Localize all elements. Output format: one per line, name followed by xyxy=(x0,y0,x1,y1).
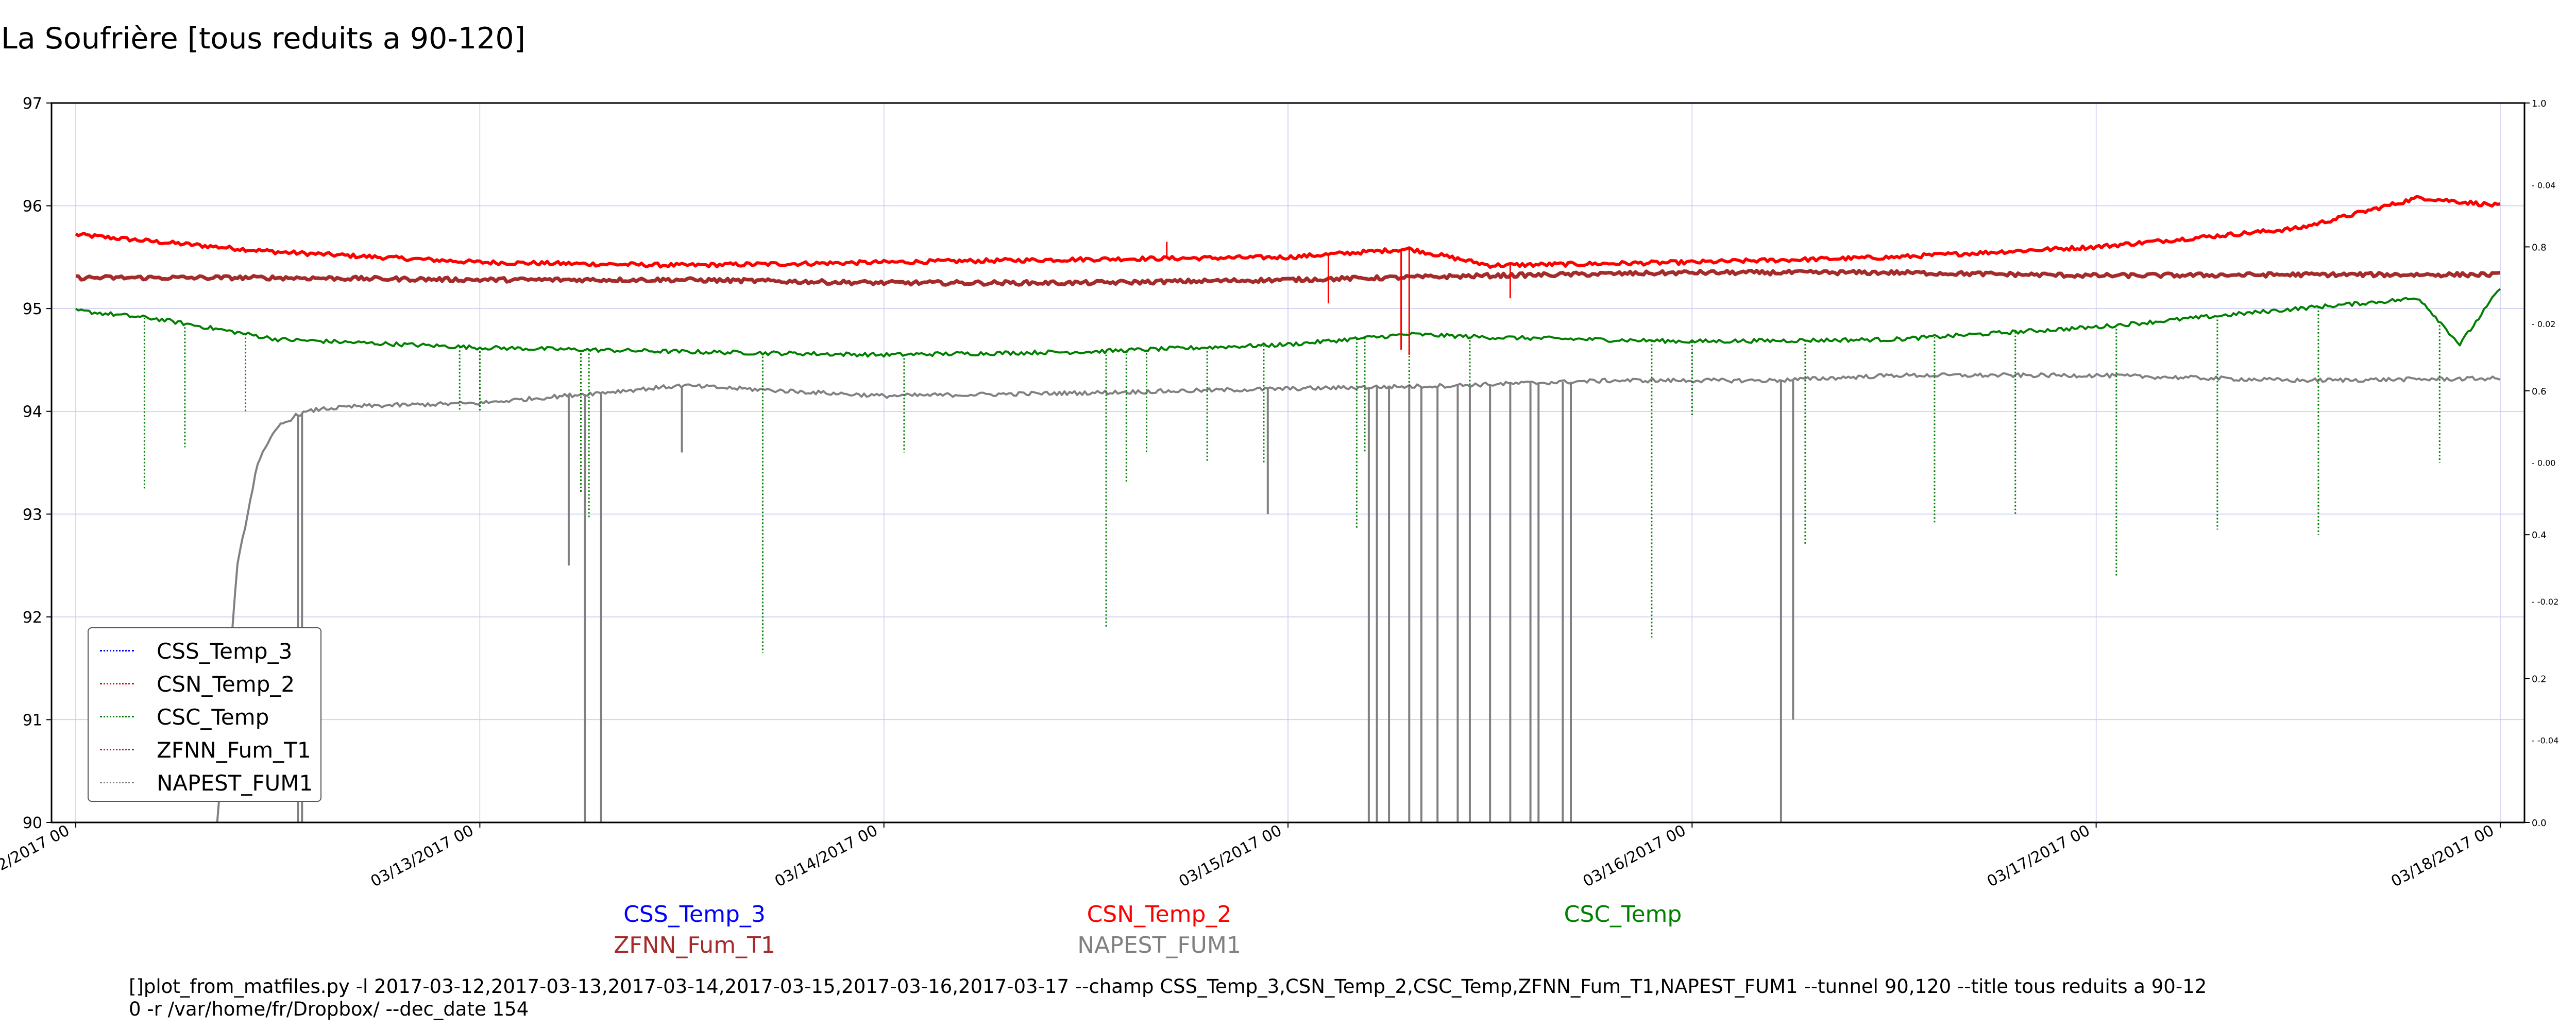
series-label-zfnn-fum-t1: ZFNN_Fum_T1 xyxy=(614,932,775,958)
right-minor-tick-label: - -0.02 xyxy=(2532,597,2558,607)
legend-label: NAPEST_FUM1 xyxy=(157,770,313,796)
series-label-csn-temp-2: CSN_Temp_2 xyxy=(1087,901,1232,928)
y-tick-label: 91 xyxy=(23,711,42,729)
x-tick-label: 03/16/2017 00 xyxy=(1580,821,1689,890)
legend-marker-napest-fum1 xyxy=(100,782,134,783)
x-tick-label: 03/15/2017 00 xyxy=(1176,821,1285,890)
right-tick-label: 0.4 xyxy=(2532,530,2547,541)
y-tick-label: 97 xyxy=(23,95,42,113)
right-minor-tick-label: - 0.02 xyxy=(2532,319,2555,329)
legend-entry: CSS_Temp_3 xyxy=(89,636,320,667)
x-tick-label: 03/13/2017 00 xyxy=(368,821,477,890)
legend-marker-zfnn-fum-t1 xyxy=(100,749,134,750)
legend-label: CSS_Temp_3 xyxy=(157,639,293,664)
legend-label: CSN_Temp_2 xyxy=(157,672,295,697)
y-tick-label: 94 xyxy=(23,403,42,421)
command-line-footer: []plot_from_matfiles.py -l 2017-03-12,20… xyxy=(129,975,2207,1020)
x-tick-label: 03/14/2017 00 xyxy=(772,821,880,890)
legend-marker-csn-temp-2 xyxy=(100,683,134,684)
series-label-napest-fum1: NAPEST_FUM1 xyxy=(1077,932,1241,958)
chart-title: La Soufrière [tous reduits a 90-120] xyxy=(1,22,526,56)
right-tick-label: 1.0 xyxy=(2532,98,2547,109)
y-tick-label: 92 xyxy=(23,609,42,627)
series-line-csn-temp-2 xyxy=(75,195,2501,269)
y-tick-label: 90 xyxy=(23,814,42,832)
legend-entry: NAPEST_FUM1 xyxy=(89,767,320,799)
y-tick-label: 96 xyxy=(23,198,42,216)
legend-entry: CSN_Temp_2 xyxy=(89,668,320,700)
series-line-zfnn-fum-t1 xyxy=(75,268,2501,287)
right-minor-tick-label: - 0.00 xyxy=(2532,458,2555,468)
series-line-csc-temp xyxy=(75,288,2501,358)
x-tick-label: 03/17/2017 00 xyxy=(1984,821,2093,890)
legend-label: ZFNN_Fum_T1 xyxy=(157,737,311,763)
right-tick-label: 0.0 xyxy=(2532,818,2547,829)
series-line-napest-fum1 xyxy=(216,372,2501,823)
right-minor-tick-label: - -0.04 xyxy=(2532,735,2558,745)
y-tick-label: 95 xyxy=(23,300,42,318)
chart-legend: CSS_Temp_3 CSN_Temp_2 CSC_Temp ZFNN_Fum_… xyxy=(88,627,321,802)
right-tick-label: 0.8 xyxy=(2532,242,2547,253)
y-tick-label: 93 xyxy=(23,506,42,524)
legend-label: CSC_Temp xyxy=(157,705,269,730)
right-tick-label: 0.6 xyxy=(2532,386,2547,397)
x-tick-label: 03/18/2017 00 xyxy=(2388,821,2497,890)
legend-entry: ZFNN_Fum_T1 xyxy=(89,734,320,766)
series-label-css-temp-3: CSS_Temp_3 xyxy=(623,901,766,928)
right-minor-tick-label: - 0.04 xyxy=(2532,181,2555,191)
legend-marker-css-temp-3 xyxy=(100,650,134,651)
series-label-csc-temp: CSC_Temp xyxy=(1564,901,1682,928)
legend-marker-csc-temp xyxy=(100,716,134,717)
right-tick-label: 0.2 xyxy=(2532,674,2547,685)
legend-entry: CSC_Temp xyxy=(89,701,320,733)
